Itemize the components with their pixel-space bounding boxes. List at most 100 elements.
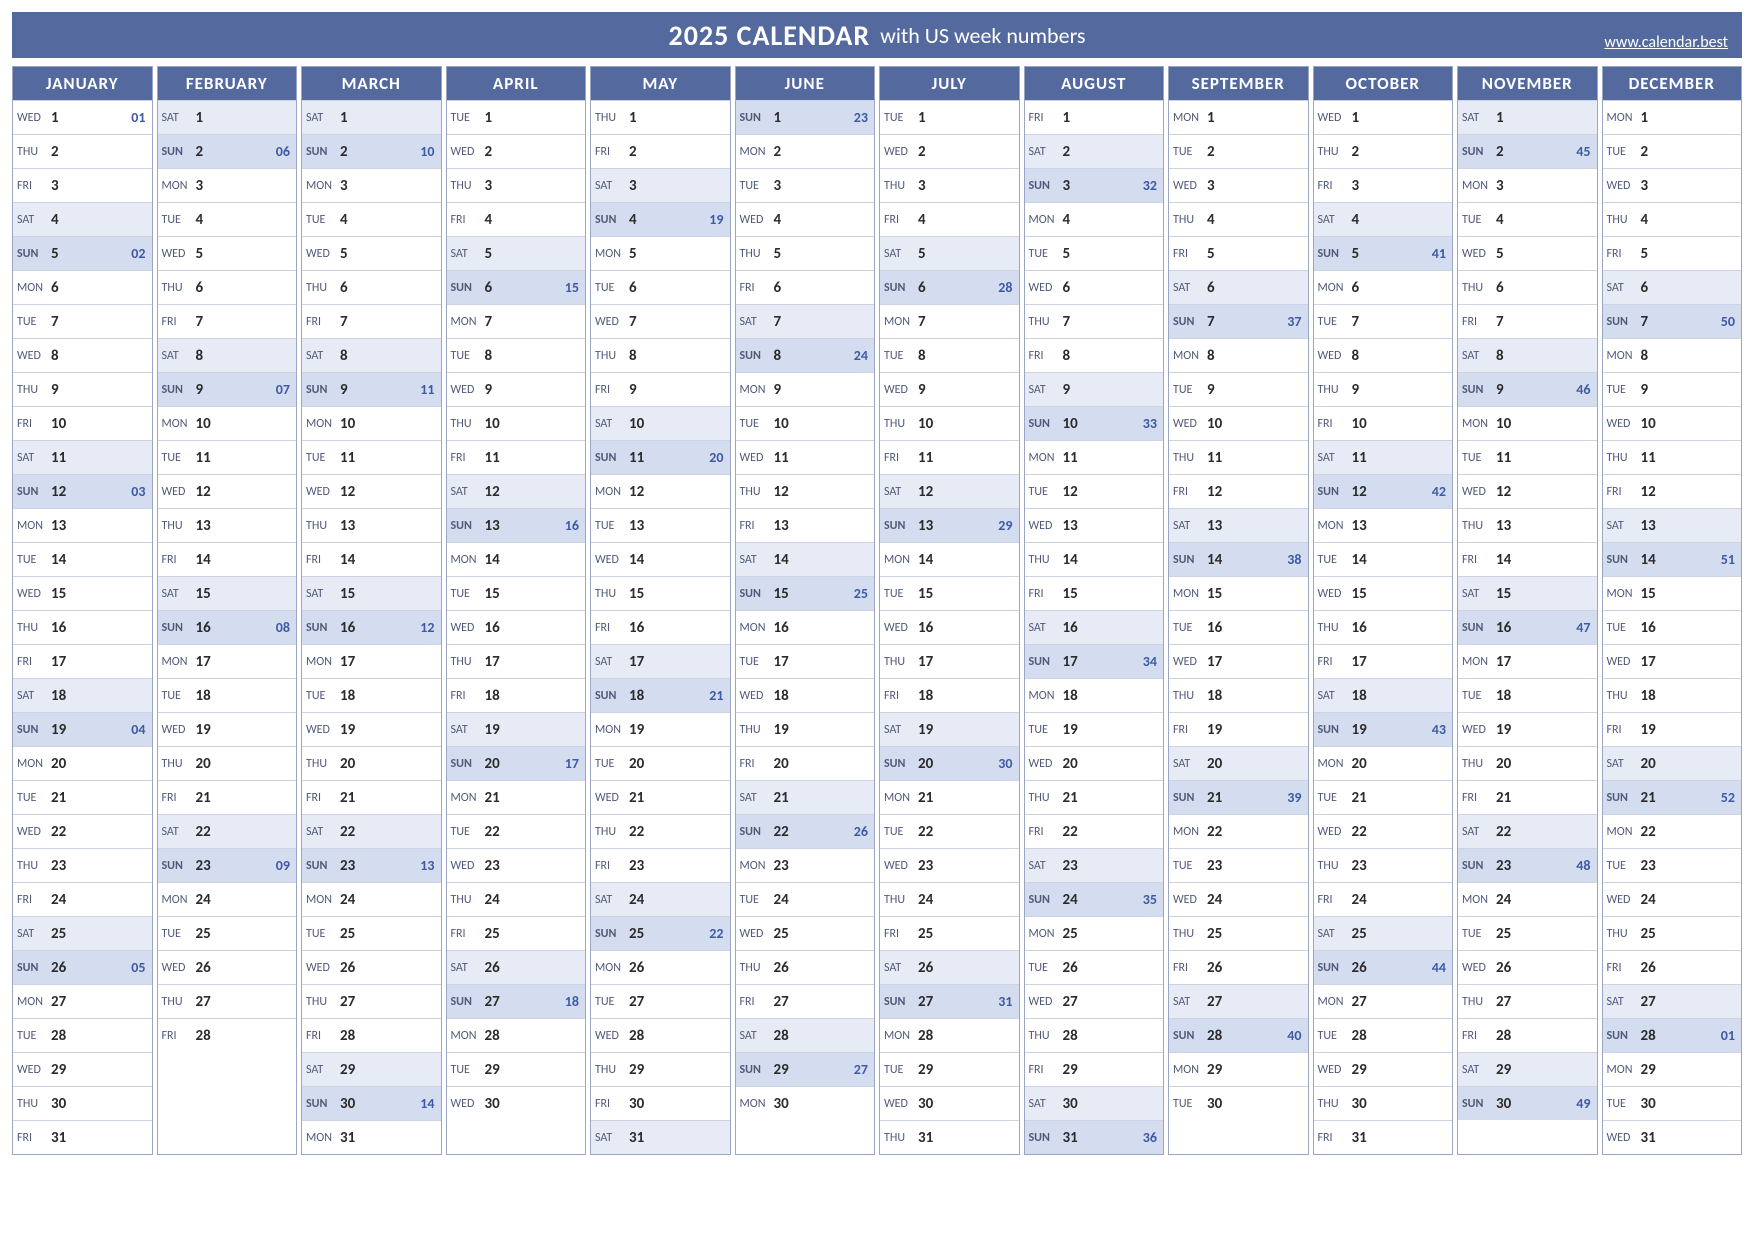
day-number: 27 xyxy=(196,993,211,1011)
day-cell: SAT1 xyxy=(302,100,441,134)
day-cell: FRI29 xyxy=(1025,1052,1164,1086)
weekday-label: FRI xyxy=(1607,485,1641,499)
weekday-label: WED xyxy=(595,553,629,567)
weekday-label: SUN xyxy=(1462,859,1496,873)
day-number: 22 xyxy=(1352,823,1367,841)
day-number: 31 xyxy=(1352,1129,1367,1147)
day-number: 14 xyxy=(1063,551,1078,569)
day-cell: SAT15 xyxy=(302,576,441,610)
day-cell: WED5 xyxy=(302,236,441,270)
day-cell: WED2 xyxy=(447,134,586,168)
day-cell: MON15 xyxy=(1169,576,1308,610)
day-number: 27 xyxy=(1063,993,1078,1011)
day-cell: WED10 xyxy=(1169,406,1308,440)
weekday-label: SUN xyxy=(1318,247,1352,261)
day-number: 12 xyxy=(629,483,644,501)
weekday-label: MON xyxy=(1029,213,1063,227)
day-cell: THU27 xyxy=(1458,984,1597,1018)
weekday-label: THU xyxy=(1029,791,1063,805)
weekday-label: MON xyxy=(17,519,51,533)
day-cell: WED11 xyxy=(736,440,875,474)
day-cell: SAT30 xyxy=(1025,1086,1164,1120)
day-number: 25 xyxy=(774,925,789,943)
day-cell: THU6 xyxy=(302,270,441,304)
weekday-label: SUN xyxy=(1029,893,1063,907)
day-number: 5 xyxy=(918,245,926,263)
weekday-label: MON xyxy=(162,179,196,193)
day-number: 4 xyxy=(1207,211,1215,229)
day-cell: SUN1821 xyxy=(591,678,730,712)
week-number: 01 xyxy=(1721,1027,1735,1044)
weekday-label: MON xyxy=(1462,655,1496,669)
day-number: 18 xyxy=(1207,687,1222,705)
day-number: 25 xyxy=(1641,925,1656,943)
weekday-label: SUN xyxy=(595,689,629,703)
day-number: 28 xyxy=(918,1027,933,1045)
day-cell: FRI24 xyxy=(13,882,152,916)
day-cell: TUE16 xyxy=(1169,610,1308,644)
week-number: 48 xyxy=(1576,857,1590,874)
day-number: 18 xyxy=(774,687,789,705)
day-number: 14 xyxy=(1641,551,1656,569)
day-number: 8 xyxy=(1352,347,1360,365)
weekday-label: SAT xyxy=(1029,621,1063,635)
day-number: 24 xyxy=(196,891,211,909)
weekday-label: SUN xyxy=(162,383,196,397)
day-number: 23 xyxy=(774,857,789,875)
weekday-label: FRI xyxy=(595,621,629,635)
day-cell: TUE11 xyxy=(302,440,441,474)
day-number: 25 xyxy=(485,925,500,943)
day-number: 8 xyxy=(485,347,493,365)
weekday-label: SUN xyxy=(1029,655,1063,669)
day-cell: SAT21 xyxy=(736,780,875,814)
weekday-label: SAT xyxy=(1173,757,1207,771)
weekday-label: SAT xyxy=(1462,825,1496,839)
day-cell: WED24 xyxy=(1603,882,1742,916)
weekday-label: THU xyxy=(17,383,51,397)
weekday-label: THU xyxy=(884,417,918,431)
weekday-label: SUN xyxy=(884,519,918,533)
weekday-label: THU xyxy=(884,655,918,669)
day-number: 1 xyxy=(196,109,204,127)
weekday-label: MON xyxy=(884,553,918,567)
day-cell: FRI17 xyxy=(1314,644,1453,678)
source-link[interactable]: www.calendar.best xyxy=(1604,33,1728,52)
day-number: 4 xyxy=(1496,211,1504,229)
day-cell: THU6 xyxy=(158,270,297,304)
weekday-label: FRI xyxy=(17,1131,51,1145)
day-cell: SAT10 xyxy=(591,406,730,440)
day-number: 10 xyxy=(629,415,644,433)
week-number: 31 xyxy=(998,993,1012,1010)
weekday-label: TUE xyxy=(451,111,485,125)
day-number: 1 xyxy=(485,109,493,127)
weekday-label: THU xyxy=(740,485,774,499)
day-cell: FRI26 xyxy=(1603,950,1742,984)
day-number: 25 xyxy=(1496,925,1511,943)
day-number: 1 xyxy=(629,109,637,127)
weekday-label: SUN xyxy=(740,825,774,839)
weekday-label: THU xyxy=(595,587,629,601)
day-cell: FRI15 xyxy=(1025,576,1164,610)
day-cell: SAT8 xyxy=(302,338,441,372)
day-cell: FRI27 xyxy=(736,984,875,1018)
weekday-label: SAT xyxy=(17,451,51,465)
day-cell: SUN615 xyxy=(447,270,586,304)
day-cell: WED31 xyxy=(1603,1120,1742,1154)
weekday-label: MON xyxy=(1462,417,1496,431)
day-number: 19 xyxy=(1352,721,1367,739)
day-cell: SAT25 xyxy=(13,916,152,950)
weekday-label: TUE xyxy=(1607,859,1641,873)
month-column: MAYTHU1FRI2SAT3SUN419MON5TUE6WED7THU8FRI… xyxy=(590,66,731,1155)
day-number: 10 xyxy=(1496,415,1511,433)
day-number: 2 xyxy=(918,143,926,161)
day-cell: THU11 xyxy=(1603,440,1742,474)
weekday-label: WED xyxy=(451,1097,485,1111)
week-number: 18 xyxy=(565,993,579,1010)
weekday-label: SAT xyxy=(1029,1097,1063,1111)
day-number: 7 xyxy=(629,313,637,331)
day-number: 22 xyxy=(1207,823,1222,841)
day-number: 18 xyxy=(196,687,211,705)
week-number: 26 xyxy=(854,823,868,840)
day-cell: FRI9 xyxy=(591,372,730,406)
day-number: 10 xyxy=(51,415,66,433)
